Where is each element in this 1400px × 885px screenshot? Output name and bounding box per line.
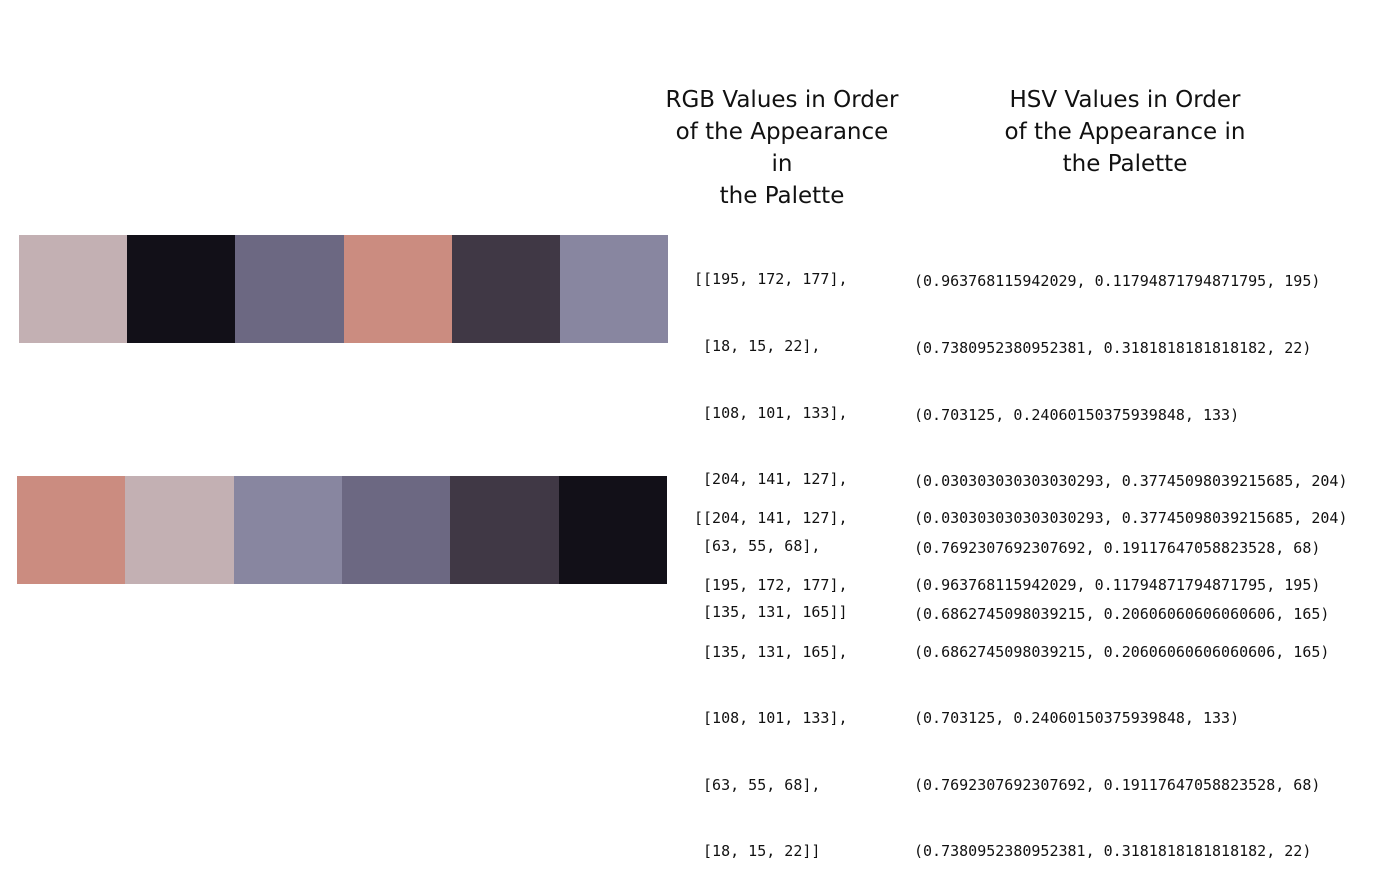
rgb-value-line: [195, 172, 177], [694, 576, 848, 595]
hsv-values-header: HSV Values in Order of the Appearance in… [1004, 87, 1246, 177]
rgb-value-line: [18, 15, 22], [694, 337, 821, 356]
palette-1-swatch-1 [19, 235, 128, 343]
rgb-value-line: [63, 55, 68], [694, 536, 821, 555]
rgb-value-line: [135, 131, 165]] [694, 603, 848, 622]
palette-2-swatch-3 [233, 476, 342, 584]
hsv-value-line: (0.703125, 0.24060150375939848, 133) [914, 405, 1240, 424]
palette-2-swatch-2 [125, 476, 234, 584]
rgb-value-line: [[195, 172, 177], [694, 270, 848, 289]
rgb-value-line: [[204, 141, 127], [694, 509, 848, 528]
hsv-value-line: (0.7692307692307692, 0.19117647058823528… [914, 775, 1321, 794]
hsv-value-line: (0.7692307692307692, 0.19117647058823528… [914, 538, 1321, 557]
hsv-value-line: (0.7380952380952381, 0.3181818181818182,… [914, 842, 1312, 861]
palette-1-rgb-values: [[195, 172, 177], [18, 15, 22], [108, 10… [694, 224, 848, 646]
hsv-value-line: (0.703125, 0.24060150375939848, 133) [914, 709, 1240, 728]
palette-1 [19, 235, 669, 343]
palette-2-swatch-1 [17, 476, 126, 584]
palette-2 [17, 476, 667, 584]
palette-1-swatch-6 [559, 235, 669, 343]
hsv-value-line: (0.030303030303030293, 0.377450980392156… [914, 509, 1348, 528]
palette-2-swatch-6 [558, 476, 667, 584]
rgb-value-line: [108, 101, 133], [694, 403, 848, 422]
hsv-value-line: (0.6862745098039215, 0.20606060606060606… [914, 605, 1330, 624]
rgb-value-line: [18, 15, 22]] [694, 842, 821, 861]
hsv-value-line: (0.030303030303030293, 0.377450980392156… [914, 472, 1348, 491]
palette-2-swatch-5 [450, 476, 559, 584]
rgb-value-line: [63, 55, 68], [694, 775, 821, 794]
palette-2-hsv-values: (0.030303030303030293, 0.377450980392156… [914, 463, 1347, 885]
rgb-value-line: [204, 141, 127], [694, 470, 848, 489]
rgb-values-header: RGB Values in Order of the Appearance in… [665, 87, 899, 209]
hsv-value-line: (0.963768115942029, 0.11794871794871795,… [914, 272, 1321, 291]
palette-2-swatch-4 [341, 476, 451, 584]
hsv-value-line: (0.7380952380952381, 0.3181818181818182,… [914, 339, 1312, 358]
rgb-value-line: [135, 131, 165], [694, 642, 848, 661]
palette-1-swatch-3 [235, 235, 344, 343]
rgb-value-line: [108, 101, 133], [694, 709, 848, 728]
palette-2-rgb-values: [[204, 141, 127], [195, 172, 177], [135,… [694, 463, 848, 885]
hsv-value-line: (0.6862745098039215, 0.20606060606060606… [914, 642, 1330, 661]
palette-1-swatch-2 [127, 235, 236, 343]
palette-1-swatch-5 [451, 235, 560, 343]
palette-1-hsv-values: (0.963768115942029, 0.11794871794871795,… [914, 226, 1347, 648]
hsv-value-line: (0.963768115942029, 0.11794871794871795,… [914, 576, 1321, 595]
palette-1-swatch-4 [343, 235, 452, 343]
